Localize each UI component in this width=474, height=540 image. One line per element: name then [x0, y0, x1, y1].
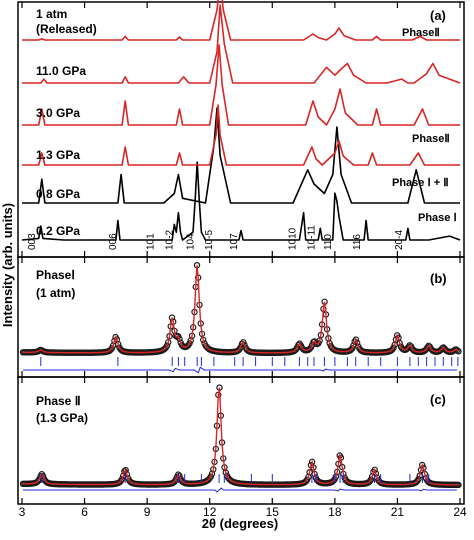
phase-label-bottom: Phase Ⅰ [418, 212, 457, 224]
x-tick-label: 9 [144, 505, 151, 519]
peak-label: 20-4 [394, 230, 405, 250]
panel-c-observed-point [367, 476, 375, 483]
pattern-curve-3 [22, 44, 460, 126]
peak-label: 10-11 [306, 225, 317, 250]
pattern-curve-5 [22, 0, 460, 41]
phase-label-mixed: Phase Ⅰ + Ⅱ [392, 177, 449, 189]
peak-label: 101 [146, 233, 157, 250]
panel-c-observed-point [118, 476, 126, 483]
panel-b-observed-point [390, 344, 397, 351]
phase-label-top: PhaseⅡ [402, 27, 440, 39]
panel-a-curves [21, 0, 461, 241]
pressure-label-08gpa: 0.8 GPa [36, 187, 80, 201]
panel-a-peak-labels: 003 006 101 10-2 104 10-5 107 1010 10-11 110 116 20… [27, 225, 405, 250]
pressure-label-02gpa: 0.2 GPa [36, 224, 80, 238]
panel-c-label: (c) [430, 392, 446, 407]
pressure-label-13gpa: 1.3 GPa [36, 148, 80, 162]
x-axis-label: 2θ (degrees) [202, 516, 278, 531]
panel-b-phase: PhaseⅠ [36, 268, 75, 282]
panel-b-label: (b) [430, 271, 447, 286]
panel-b-observed-point [186, 340, 193, 347]
pattern-curve-1 [22, 107, 460, 204]
panel-c-observed-point [415, 476, 422, 483]
panel-c-frame [17, 376, 465, 505]
pressure-label-released: (Released) [36, 22, 97, 36]
panel-c-condition: (1.3 GPa) [36, 411, 88, 425]
peak-label: 003 [27, 233, 38, 250]
x-tick-label: 15 [266, 505, 280, 519]
pattern-curve-0 [21, 161, 461, 241]
panel-b-observed-point [352, 336, 360, 343]
x-axis-ticks: 3 6 9 12 15 18 21 24 [19, 2, 467, 519]
peak-label: 1010 [288, 227, 299, 250]
x-tick-label: 3 [19, 505, 26, 519]
panel-a-label: (a) [430, 8, 446, 23]
phase-label-mid: PhaseⅡ [412, 133, 450, 145]
panel-c-observed-point [371, 466, 378, 473]
peak-label: 006 [108, 233, 119, 250]
panel-c-plot [19, 384, 462, 493]
pattern-curve-2 [22, 104, 460, 166]
panel-b-calculated-line [23, 265, 459, 354]
panel-b-observed-point [176, 335, 183, 343]
panel-c-calculated-line [23, 387, 459, 486]
peak-label: 10-5 [204, 230, 215, 250]
panel-c-phase: Phase Ⅱ [36, 394, 81, 408]
panel-c-observed-point [122, 466, 129, 474]
x-tick-label: 18 [328, 505, 342, 519]
x-tick-label: 24 [453, 505, 467, 519]
pattern-curve-4 [22, 4, 461, 84]
panel-b-condition: (1 atm) [36, 286, 75, 300]
panel-b-observed-point [163, 342, 171, 349]
panel-b-plot [19, 262, 462, 374]
pressure-label-1atm: 1 atm [36, 7, 67, 21]
x-tick-label: 21 [391, 505, 405, 519]
peak-label: 104 [185, 233, 196, 250]
panel-c-difference-line [23, 487, 457, 493]
x-tick-label: 12 [203, 505, 217, 519]
peak-label: 110 [323, 234, 334, 250]
panel-b-difference-line [23, 366, 457, 374]
peak-label: 10-2 [164, 230, 175, 250]
y-axis-label: Intensity (arb. units) [0, 203, 15, 327]
panel-b-observed-point [455, 348, 462, 355]
pressure-label-3gpa: 3.0 GPa [36, 106, 80, 120]
peak-label: 116 [352, 234, 363, 250]
x-tick-label: 6 [81, 505, 88, 519]
pressure-label-11gpa: 11.0 GPa [36, 64, 86, 78]
peak-label: 107 [229, 233, 240, 250]
